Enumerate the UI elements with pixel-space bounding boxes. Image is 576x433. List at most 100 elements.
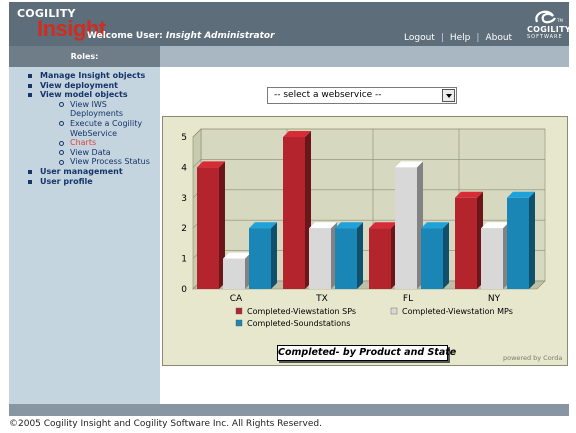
roles-header: Roles:: [9, 46, 160, 67]
menu-item-label: View model objects: [40, 90, 128, 100]
user-name: Insight Administrator: [165, 31, 275, 41]
bar-face: [249, 228, 271, 289]
y-tick-label: 3: [181, 194, 187, 204]
circle-bullet-icon: [59, 121, 64, 127]
x-tick-label: NY: [488, 294, 501, 304]
y-tick-label: 1: [181, 255, 187, 265]
bar-face: [507, 197, 529, 289]
bar-face: [529, 191, 535, 289]
bar-face: [395, 161, 423, 168]
bullet-icon: [28, 169, 32, 174]
bar-face: [443, 222, 449, 289]
bar-face: [335, 228, 357, 289]
chevron-down-icon[interactable]: [442, 89, 455, 102]
logo-cogility-text: COGILITY: [17, 7, 76, 20]
y-tick-label: 4: [181, 163, 187, 173]
bar: [283, 131, 311, 289]
menu-item-manage-insight-objects[interactable]: Manage Insight objects: [9, 71, 160, 81]
submenu-item-label: Execute a Cogility: [70, 118, 143, 128]
webservice-select[interactable]: -- select a webservice --: [267, 87, 457, 104]
submenu-item-view-iws-deployments[interactable]: View IWS: [9, 100, 160, 110]
bar-face: [357, 222, 363, 289]
bar-face: [481, 228, 503, 289]
bar-face: [395, 167, 417, 289]
bar: [309, 222, 337, 289]
menu-item-label: Manage Insight objects: [40, 71, 146, 80]
bar: [455, 191, 483, 289]
menu-item-view-deployment[interactable]: View deployment: [9, 81, 160, 91]
sidebar: Roles: Manage Insight objects View deplo…: [9, 46, 160, 404]
bar-face: [219, 161, 225, 289]
brand-name: COGILITY: [527, 25, 571, 34]
content-top-strip: [160, 46, 569, 67]
circle-bullet-icon: [59, 140, 64, 146]
bar-face: [249, 222, 277, 229]
menu-item-view-model-objects[interactable]: View model objects: [9, 90, 160, 100]
submenu-item-continuation[interactable]: Deployments: [70, 109, 124, 119]
bar-face: [271, 222, 277, 289]
x-tick-label: FL: [403, 294, 413, 304]
swirl-icon: TM: [535, 10, 563, 24]
bar-chart: 0 1 2 3 4 5 CA TX FL NY Completed-Viewstation SPs C…: [181, 128, 546, 328]
bar-face: [481, 222, 509, 229]
menu-item-label: User profile: [40, 176, 93, 186]
copyright-text: ©2005 Cogility Insight and Cogility Soft…: [9, 419, 322, 429]
bar-face: [283, 131, 311, 137]
bar-face: [283, 137, 305, 289]
circle-bullet-icon: [59, 150, 64, 156]
bullet-icon: [28, 74, 32, 78]
bottom-bar: [9, 404, 569, 416]
bar-face: [421, 222, 449, 229]
header-bar: COGILITY Insight Welcome User: Insight A…: [9, 2, 571, 46]
legend-label: Completed-Viewstation MPs: [402, 307, 513, 316]
chart-panel: 0 1 2 3 4 5 CA TX FL NY Completed-Viewstation SPs C…: [162, 116, 568, 366]
menu-item-user-management[interactable]: User management: [9, 167, 160, 177]
legend-swatch: [235, 319, 243, 327]
submenu-item-view-process-status[interactable]: View Process Status: [9, 157, 160, 167]
bar-face: [223, 258, 245, 289]
bar: [223, 252, 251, 289]
roles-menu: Manage Insight objects View deployment V…: [9, 71, 160, 186]
welcome-label: Welcome User:: [87, 31, 163, 41]
help-link[interactable]: Help: [449, 33, 471, 43]
bar: [249, 222, 277, 289]
top-links: Logout | Help | About: [404, 33, 513, 43]
submenu-item-label: Charts: [70, 138, 97, 148]
cogility-software-logo: TM COGILITY SOFTWARE: [523, 8, 571, 42]
bar-face: [223, 252, 251, 259]
bar: [395, 161, 423, 289]
menu-item-label: View deployment: [40, 80, 119, 90]
bar-face: [197, 161, 225, 168]
legend-label: Completed-Soundstations: [247, 319, 350, 328]
chart-credit: powered by Corda: [503, 354, 563, 362]
logout-link[interactable]: Logout: [404, 33, 435, 43]
bar: [421, 222, 449, 289]
submenu-item-execute-webservice[interactable]: Execute a Cogility: [9, 119, 160, 129]
submenu-item-charts[interactable]: Charts: [9, 138, 160, 148]
about-link[interactable]: About: [485, 33, 513, 43]
submenu-item-label: View Process Status: [70, 157, 150, 167]
submenu-item-view-data[interactable]: View Data: [9, 148, 160, 158]
bullet-icon: [28, 179, 32, 184]
y-gridline: [192, 128, 545, 138]
bar-face: [507, 191, 535, 198]
submenu-item-continuation[interactable]: WebService: [70, 128, 118, 138]
submenu-item-label: View IWS: [70, 99, 107, 109]
bullet-icon: [28, 93, 32, 98]
bar: [369, 222, 397, 289]
bar-face: [309, 222, 337, 229]
menu-item-user-profile[interactable]: User profile: [9, 177, 160, 187]
legend-swatch: [235, 307, 243, 315]
circle-bullet-icon: [59, 159, 64, 165]
svg-text:TM: TM: [556, 18, 563, 23]
bar-face: [455, 197, 477, 289]
x-tick-label: CA: [230, 294, 243, 304]
circle-bullet-icon: [59, 102, 64, 108]
bar: [507, 191, 535, 289]
y-tick-label: 5: [181, 133, 187, 143]
bar-face: [197, 167, 219, 289]
bar-face: [309, 228, 331, 289]
legend-swatch: [390, 307, 398, 315]
bar: [481, 222, 509, 289]
x-tick-label: TX: [315, 294, 328, 304]
